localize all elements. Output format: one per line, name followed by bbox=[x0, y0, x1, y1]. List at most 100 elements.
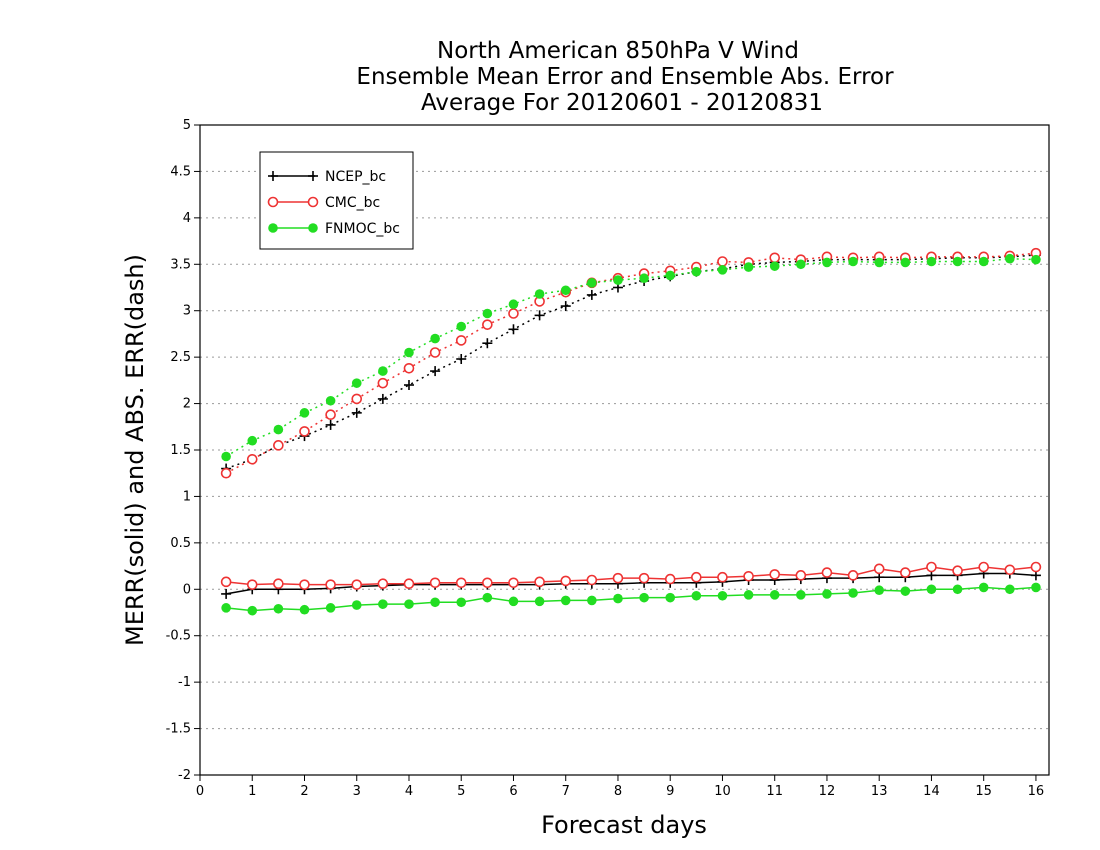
x-tick-label: 9 bbox=[666, 784, 674, 799]
legend-marker-end bbox=[307, 196, 319, 208]
abs-error-point bbox=[508, 299, 519, 310]
legend-marker-end bbox=[308, 171, 318, 181]
abs-error-point bbox=[220, 467, 232, 479]
abs-error-point bbox=[848, 256, 858, 267]
x-tick-label: 0 bbox=[196, 784, 204, 799]
abs-error-point bbox=[900, 257, 911, 268]
abs-error-point bbox=[247, 435, 258, 446]
x-axis-label: Forecast days bbox=[541, 811, 707, 839]
legend: NCEP_bc CMC_bc FNMOC_bc bbox=[259, 151, 414, 250]
mean-error-point bbox=[743, 570, 754, 582]
mean-error-point bbox=[848, 588, 858, 598]
abs-error-point bbox=[926, 256, 937, 267]
legend-label-CMC_bc: CMC_bc bbox=[325, 195, 380, 211]
x-tick-label: 15 bbox=[975, 784, 992, 799]
chart-titles: North American 850hPa V Wind Ensemble Me… bbox=[356, 38, 894, 116]
abs-error-point bbox=[1005, 253, 1015, 264]
abs-error-point bbox=[586, 289, 597, 300]
abs-error-point bbox=[325, 395, 336, 406]
abs-error-point bbox=[430, 366, 441, 377]
mean-error-point bbox=[691, 571, 702, 583]
y-tick-label: 4 bbox=[183, 211, 191, 226]
mean-error-point bbox=[613, 593, 623, 604]
y-tick-label: 5 bbox=[183, 118, 191, 133]
mean-error-point bbox=[978, 561, 989, 573]
mean-error-point bbox=[560, 575, 572, 587]
series-CMC_bc bbox=[220, 247, 1042, 590]
abs-error-point bbox=[378, 366, 388, 376]
mean-error-line-FNMOC_bc bbox=[226, 586, 1036, 612]
mean-error-point bbox=[873, 563, 885, 575]
mean-error-point bbox=[325, 579, 336, 590]
mean-error-point bbox=[769, 590, 780, 600]
mean-error-point bbox=[482, 577, 493, 589]
axis-ticks: -2-1.5-1-0.500.511.522.533.544.550 1 2 3 4 5 6… bbox=[166, 118, 1045, 799]
abs-error-point bbox=[691, 266, 702, 277]
mean-error-point bbox=[508, 577, 519, 589]
abs-error-point bbox=[377, 377, 389, 389]
mean-error-point bbox=[429, 577, 441, 589]
grid-lines bbox=[200, 170, 1049, 730]
abs-error-point bbox=[717, 265, 728, 275]
y-tick-label: 0.5 bbox=[170, 536, 191, 551]
mean-error-point bbox=[377, 578, 389, 590]
x-tick-label: 11 bbox=[766, 784, 783, 799]
mean-error-point bbox=[926, 561, 937, 573]
mean-error-point bbox=[821, 567, 833, 578]
abs-error-point bbox=[639, 273, 649, 284]
mean-error-point bbox=[273, 578, 284, 590]
chart-subtitle-line-1: Ensemble Mean Error and Ensemble Abs. Er… bbox=[356, 64, 894, 90]
mean-error-point bbox=[534, 576, 545, 588]
abs-error-point bbox=[952, 256, 963, 267]
mean-error-point bbox=[404, 599, 414, 609]
abs-error-point bbox=[796, 259, 806, 270]
legend-label-FNMOC_bc: FNMOC_bc bbox=[325, 221, 400, 237]
mean-error-point bbox=[743, 590, 754, 600]
mean-error-point bbox=[299, 604, 310, 615]
mean-error-point bbox=[221, 603, 231, 613]
mean-error-point bbox=[482, 592, 493, 603]
abs-error-point bbox=[351, 378, 362, 388]
x-tick-label: 13 bbox=[871, 784, 888, 799]
legend-box bbox=[259, 151, 414, 250]
y-tick-label: 4.5 bbox=[170, 164, 191, 179]
abs-error-point bbox=[351, 407, 362, 418]
legend-label-NCEP_bc: NCEP_bc bbox=[325, 169, 386, 185]
series-NCEP_bc bbox=[221, 250, 1041, 599]
y-tick-label: -0.5 bbox=[166, 629, 191, 644]
x-tick-label: 7 bbox=[562, 784, 570, 799]
chart-subtitle-line-2: Average For 20120601 - 20120831 bbox=[421, 90, 823, 116]
abs-error-point bbox=[299, 408, 310, 418]
mean-error-point bbox=[534, 596, 545, 607]
x-tick-label: 1 bbox=[248, 784, 256, 799]
abs-error-point bbox=[874, 257, 884, 268]
mean-error-point bbox=[456, 597, 467, 608]
abs-error-point bbox=[743, 262, 754, 272]
abs-error-point bbox=[456, 321, 467, 332]
abs-error-point bbox=[560, 301, 571, 312]
y-tick-label: 3.5 bbox=[170, 257, 191, 272]
mean-error-point bbox=[926, 584, 937, 595]
mean-error-point bbox=[769, 569, 781, 580]
series-FNMOC_bc bbox=[221, 253, 1041, 616]
abs-error-point bbox=[325, 419, 336, 430]
mean-error-point bbox=[378, 599, 388, 609]
x-tick-label: 3 bbox=[353, 784, 361, 799]
mean-error-point bbox=[508, 596, 519, 607]
mean-error-point bbox=[638, 572, 650, 584]
y-axis-label: MERR(solid) and ABS. ERR(dash) bbox=[121, 254, 149, 646]
abs-error-point bbox=[299, 426, 310, 437]
abs-error-point bbox=[246, 453, 258, 465]
abs-error-point bbox=[430, 333, 440, 344]
abs-error-point bbox=[273, 440, 284, 451]
abs-error-point bbox=[1031, 254, 1041, 265]
x-tick-label: 14 bbox=[923, 784, 940, 799]
mean-error-point bbox=[351, 579, 363, 590]
x-tick-label: 5 bbox=[457, 784, 465, 799]
x-tick-label: 10 bbox=[714, 784, 731, 799]
mean-error-point bbox=[430, 597, 440, 608]
abs-error-point bbox=[613, 275, 623, 285]
mean-error-point bbox=[978, 582, 989, 593]
mean-error-point bbox=[795, 570, 807, 581]
